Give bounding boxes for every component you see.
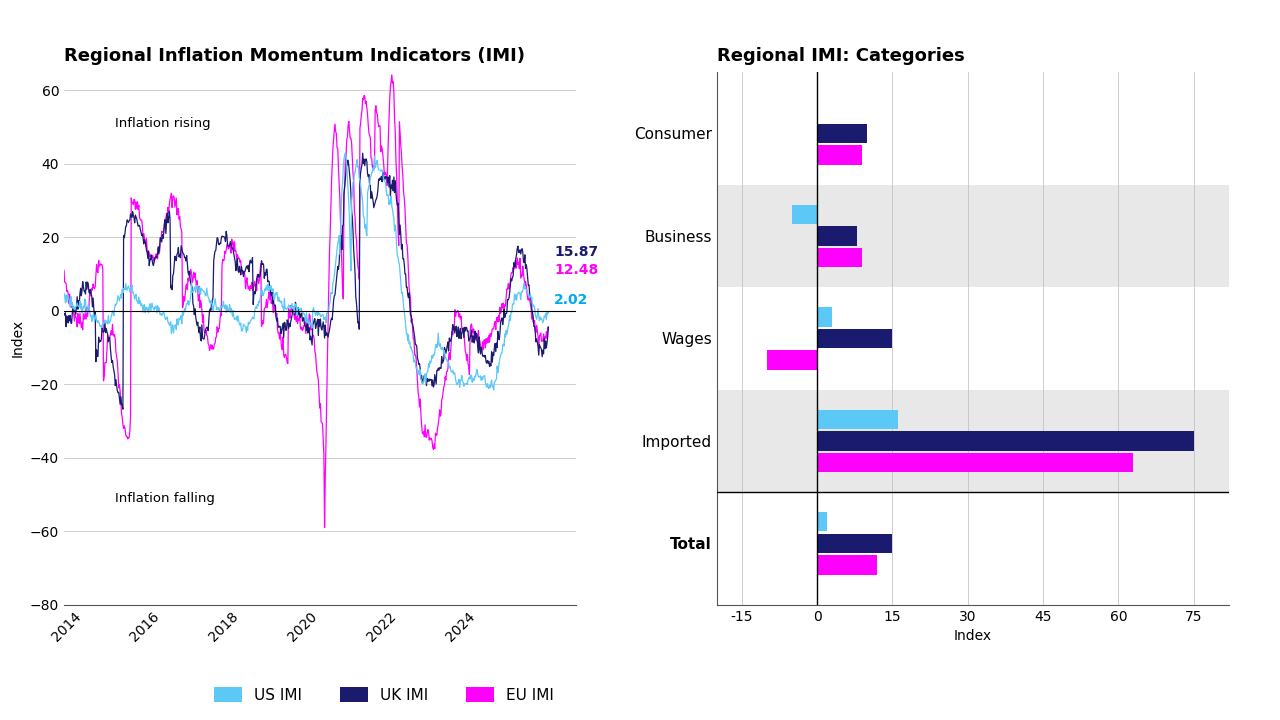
Bar [817,431,1194,451]
Bar [817,145,863,165]
Bar [817,453,1133,472]
Bar [817,329,892,348]
Bar [817,410,897,429]
Text: Inflation rising: Inflation rising [115,117,211,130]
Bar [817,534,892,553]
Bar [792,204,817,224]
Bar [817,512,827,531]
Y-axis label: Index: Index [10,320,24,357]
Bar [817,307,832,327]
Text: Regional IMI: Categories: Regional IMI: Categories [717,47,965,65]
Bar [817,555,877,575]
X-axis label: Index: Index [954,629,992,643]
Text: 2.02: 2.02 [554,293,589,307]
Text: Regional Inflation Momentum Indicators (IMI): Regional Inflation Momentum Indicators (… [64,47,525,65]
Bar [717,390,1229,492]
Bar [817,248,863,267]
Bar [717,185,1229,287]
Bar [817,124,868,143]
Bar [767,350,817,369]
Text: 15.87: 15.87 [554,245,599,259]
Text: 12.48: 12.48 [554,264,599,277]
Bar [817,226,858,246]
Text: Inflation falling: Inflation falling [115,492,215,505]
Legend: US IMI, UK IMI, EU IMI: US IMI, UK IMI, EU IMI [209,681,559,708]
